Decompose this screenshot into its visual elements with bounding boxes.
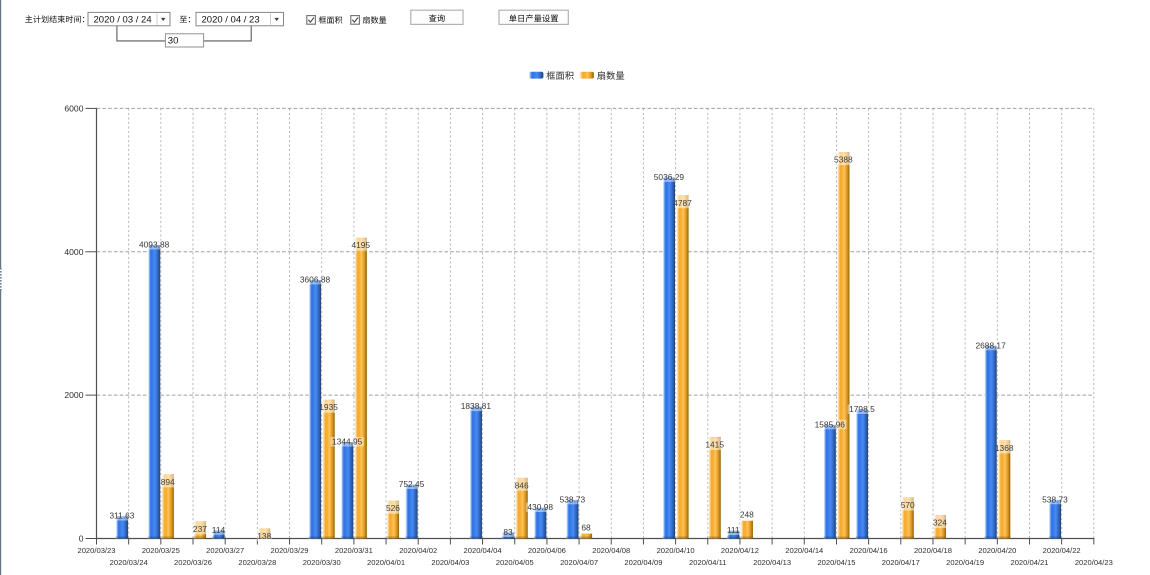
svg-text:2020/04/18: 2020/04/18 xyxy=(914,546,952,555)
svg-text:2020/03/28: 2020/03/28 xyxy=(238,558,276,567)
svg-text:2020/04/15: 2020/04/15 xyxy=(817,558,855,567)
svg-text:846: 846 xyxy=(515,480,529,490)
svg-text:68: 68 xyxy=(581,522,591,532)
svg-text:526: 526 xyxy=(386,503,400,513)
svg-text:2020/04/14: 2020/04/14 xyxy=(785,546,823,555)
svg-text:1368: 1368 xyxy=(995,443,1014,453)
svg-text:111: 111 xyxy=(727,525,740,535)
svg-text:2020/04/04: 2020/04/04 xyxy=(464,546,502,555)
svg-text:4787: 4787 xyxy=(673,198,692,208)
svg-text:2020/03/26: 2020/03/26 xyxy=(174,558,212,567)
svg-text:138: 138 xyxy=(257,531,271,541)
svg-text:248: 248 xyxy=(740,510,754,520)
svg-text:4093.88: 4093.88 xyxy=(139,240,170,250)
svg-text:752.45: 752.45 xyxy=(399,479,425,489)
svg-text:0: 0 xyxy=(79,534,84,544)
svg-text:2020/03/24: 2020/03/24 xyxy=(110,558,148,567)
svg-text:2688.17: 2688.17 xyxy=(975,340,1006,350)
svg-text:2000: 2000 xyxy=(64,390,83,400)
svg-text:2020/03/27: 2020/03/27 xyxy=(206,546,244,555)
svg-text:2020/04/23: 2020/04/23 xyxy=(1075,558,1113,567)
svg-text:570: 570 xyxy=(901,500,915,510)
svg-text:538.73: 538.73 xyxy=(1042,494,1068,504)
svg-text:2020/04/16: 2020/04/16 xyxy=(850,546,888,555)
svg-text:2020 / 03 / 24: 2020 / 03 / 24 xyxy=(94,14,152,25)
svg-text:3606.88: 3606.88 xyxy=(300,274,331,284)
svg-text:2020/04/03: 2020/04/03 xyxy=(431,558,469,567)
svg-text:4195: 4195 xyxy=(351,240,370,250)
svg-text:2020/04/11: 2020/04/11 xyxy=(689,558,726,567)
svg-text:5036.29: 5036.29 xyxy=(654,172,685,182)
svg-text:324: 324 xyxy=(933,518,947,528)
svg-text:1838.81: 1838.81 xyxy=(461,401,492,411)
svg-text:1344.95: 1344.95 xyxy=(332,437,363,447)
svg-text:894: 894 xyxy=(161,477,175,487)
svg-text:2020/03/31: 2020/03/31 xyxy=(335,546,373,555)
svg-text:2020/03/25: 2020/03/25 xyxy=(142,546,180,555)
svg-text:1585.96: 1585.96 xyxy=(815,419,846,429)
svg-text:1415: 1415 xyxy=(705,439,724,449)
svg-text:83: 83 xyxy=(503,527,513,537)
svg-text:2020/03/30: 2020/03/30 xyxy=(303,558,341,567)
svg-text:2020/04/13: 2020/04/13 xyxy=(753,558,791,567)
svg-text:2020 / 04 / 23: 2020 / 04 / 23 xyxy=(202,14,260,25)
svg-text:2020/04/12: 2020/04/12 xyxy=(721,546,759,555)
svg-text:2020/04/08: 2020/04/08 xyxy=(592,546,630,555)
svg-text:5388: 5388 xyxy=(834,155,853,165)
svg-text:2020/04/20: 2020/04/20 xyxy=(978,546,1016,555)
svg-text:6000: 6000 xyxy=(64,104,83,114)
svg-text:4000: 4000 xyxy=(64,247,83,257)
svg-text:2020/04/06: 2020/04/06 xyxy=(528,546,566,555)
svg-text:114: 114 xyxy=(212,525,226,535)
svg-text:2020/04/17: 2020/04/17 xyxy=(882,558,920,567)
svg-text:2020/04/07: 2020/04/07 xyxy=(560,558,598,567)
svg-text:2020/04/05: 2020/04/05 xyxy=(496,558,534,567)
svg-text:30: 30 xyxy=(168,35,179,46)
svg-text:430.98: 430.98 xyxy=(527,502,553,512)
svg-text:237: 237 xyxy=(193,524,207,534)
svg-text:1935: 1935 xyxy=(319,402,338,412)
svg-text:2020/03/23: 2020/03/23 xyxy=(77,546,115,555)
svg-text:2020/04/22: 2020/04/22 xyxy=(1043,546,1081,555)
svg-text:2020/03/29: 2020/03/29 xyxy=(271,546,309,555)
svg-text:1798.5: 1798.5 xyxy=(849,404,875,414)
svg-text:2020/04/19: 2020/04/19 xyxy=(946,558,984,567)
svg-text:2020/04/10: 2020/04/10 xyxy=(657,546,695,555)
svg-text:311.63: 311.63 xyxy=(109,511,134,521)
svg-text:538.73: 538.73 xyxy=(560,494,586,504)
svg-text:2020/04/02: 2020/04/02 xyxy=(399,546,437,555)
svg-text:2020/04/01: 2020/04/01 xyxy=(367,558,405,567)
svg-text:2020/04/09: 2020/04/09 xyxy=(624,558,662,567)
svg-text:2020/04/21: 2020/04/21 xyxy=(1010,558,1048,567)
